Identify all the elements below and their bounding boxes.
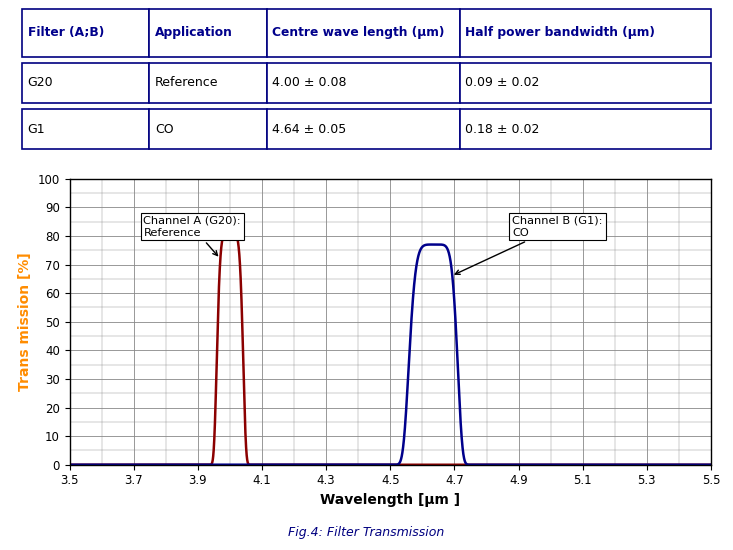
Y-axis label: Trans mission [%]: Trans mission [%] — [18, 252, 32, 391]
Text: Filter (A;B): Filter (A;B) — [28, 26, 104, 39]
Bar — [460, 63, 711, 103]
Text: Centre wave length (μm): Centre wave length (μm) — [272, 26, 444, 39]
Bar — [460, 9, 711, 57]
Bar — [150, 63, 267, 103]
Bar — [22, 109, 150, 149]
Bar — [267, 63, 460, 103]
Text: 4.00 ± 0.08: 4.00 ± 0.08 — [272, 76, 347, 89]
X-axis label: Wavelength [μm ]: Wavelength [μm ] — [320, 493, 460, 507]
Bar — [267, 9, 460, 57]
Text: Channel A (G20):
Reference: Channel A (G20): Reference — [144, 216, 241, 256]
Text: Half power bandwidth (μm): Half power bandwidth (μm) — [465, 26, 655, 39]
Bar — [267, 109, 460, 149]
Text: Reference: Reference — [155, 76, 218, 89]
Bar — [22, 63, 150, 103]
Bar — [460, 109, 711, 149]
Text: 4.64 ± 0.05: 4.64 ± 0.05 — [272, 123, 347, 136]
Text: G1: G1 — [28, 123, 45, 136]
Text: G20: G20 — [28, 76, 53, 89]
Text: 0.18 ± 0.02: 0.18 ± 0.02 — [465, 123, 539, 136]
Bar — [22, 9, 150, 57]
Bar — [150, 9, 267, 57]
Text: CO: CO — [155, 123, 174, 136]
Text: Fig.4: Filter Transmission: Fig.4: Filter Transmission — [288, 526, 445, 539]
Bar — [150, 109, 267, 149]
Text: Application: Application — [155, 26, 233, 39]
Text: 0.09 ± 0.02: 0.09 ± 0.02 — [465, 76, 539, 89]
Text: Channel B (G1):
CO: Channel B (G1): CO — [455, 216, 603, 274]
